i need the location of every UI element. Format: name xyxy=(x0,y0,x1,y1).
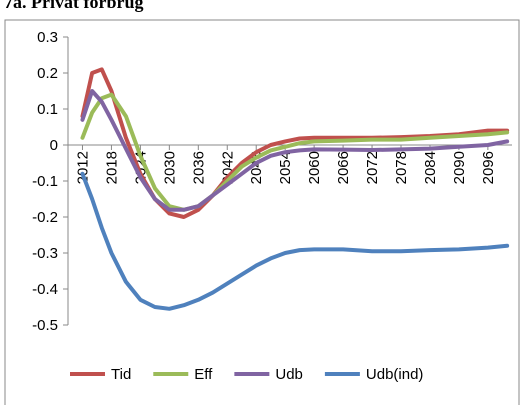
x-tick-label: 2030 xyxy=(161,151,178,184)
x-tick-label: 2066 xyxy=(335,151,352,184)
chart-title: 7a. Privat forbrug xyxy=(4,0,143,12)
series-line xyxy=(80,67,510,219)
legend-label: Tid xyxy=(111,366,131,383)
x-tick-label: 2054 xyxy=(277,151,294,184)
y-tick-label: 0.1 xyxy=(37,101,58,118)
y-tick-label: -0.5 xyxy=(32,317,58,334)
y-tick-label: -0.4 xyxy=(32,281,58,298)
y-tick-label: -0.2 xyxy=(32,209,58,226)
x-tick-label: 2084 xyxy=(422,151,439,184)
y-tick-label: -0.1 xyxy=(32,173,58,190)
y-tick-label: 0.2 xyxy=(37,65,58,82)
legend-label: Udb(ind) xyxy=(366,366,424,383)
chart-frame xyxy=(4,19,520,405)
legend-label: Eff xyxy=(194,366,213,383)
y-tick-label: -0.3 xyxy=(32,245,58,262)
x-tick-label: 2018 xyxy=(103,151,120,184)
series-line xyxy=(80,171,510,311)
y-tick-label: 0.3 xyxy=(37,29,58,46)
x-tick-label: 2090 xyxy=(451,151,468,184)
legend-label: Udb xyxy=(275,366,303,383)
x-tick-label: 2072 xyxy=(364,151,381,184)
y-tick-label: 0 xyxy=(50,137,58,154)
x-tick-label: 2036 xyxy=(190,151,207,184)
x-tick-label: 2096 xyxy=(480,151,497,184)
x-tick-label: 2012 xyxy=(74,151,91,184)
x-tick-label: 2078 xyxy=(393,151,410,184)
series-line xyxy=(80,89,510,212)
series-line xyxy=(80,92,510,212)
x-tick-label: 2060 xyxy=(306,151,323,184)
